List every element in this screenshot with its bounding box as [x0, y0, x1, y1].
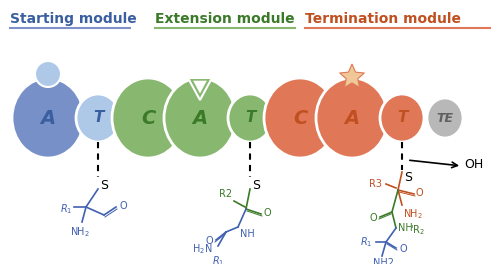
Text: O: O	[370, 213, 377, 223]
Text: H$_2$N: H$_2$N	[192, 242, 212, 256]
Text: $R_1$: $R_1$	[212, 254, 224, 264]
Ellipse shape	[12, 78, 84, 158]
Text: A: A	[40, 109, 56, 128]
Text: NH: NH	[240, 229, 255, 239]
Ellipse shape	[112, 78, 184, 158]
Polygon shape	[192, 80, 208, 95]
Text: O: O	[399, 244, 406, 254]
Ellipse shape	[380, 94, 424, 142]
Ellipse shape	[76, 94, 120, 142]
Text: NH2: NH2	[372, 258, 394, 264]
Text: NH: NH	[398, 223, 413, 233]
Text: R3: R3	[369, 179, 382, 189]
Text: O: O	[416, 188, 424, 198]
Ellipse shape	[264, 78, 336, 158]
Text: Extension module: Extension module	[155, 12, 294, 26]
Ellipse shape	[228, 94, 272, 142]
Text: $R_1$: $R_1$	[60, 202, 72, 216]
Text: S: S	[100, 179, 108, 192]
Text: OH: OH	[464, 158, 483, 171]
Text: $R_1$: $R_1$	[360, 235, 372, 249]
Text: C: C	[141, 109, 155, 128]
Text: O: O	[119, 201, 126, 211]
Text: A: A	[344, 109, 360, 128]
Text: TE: TE	[436, 111, 454, 125]
Text: Termination module: Termination module	[305, 12, 461, 26]
Text: A: A	[192, 109, 208, 128]
Text: O: O	[263, 208, 270, 218]
Ellipse shape	[427, 98, 463, 138]
Polygon shape	[188, 78, 212, 100]
Ellipse shape	[164, 78, 236, 158]
Text: O: O	[206, 236, 213, 246]
Text: NH$_2$: NH$_2$	[403, 207, 423, 221]
Text: C: C	[293, 109, 307, 128]
Polygon shape	[340, 64, 364, 88]
Text: Starting module: Starting module	[10, 12, 137, 26]
Ellipse shape	[316, 78, 388, 158]
Text: T: T	[397, 111, 407, 125]
Text: NH$_2$: NH$_2$	[70, 225, 90, 239]
Text: S: S	[252, 179, 260, 192]
Text: S: S	[404, 171, 412, 184]
Text: T: T	[245, 111, 255, 125]
Text: T: T	[93, 111, 103, 125]
Ellipse shape	[35, 61, 61, 87]
Text: R2: R2	[219, 189, 232, 199]
Text: 'R$_2$: 'R$_2$	[410, 223, 425, 237]
